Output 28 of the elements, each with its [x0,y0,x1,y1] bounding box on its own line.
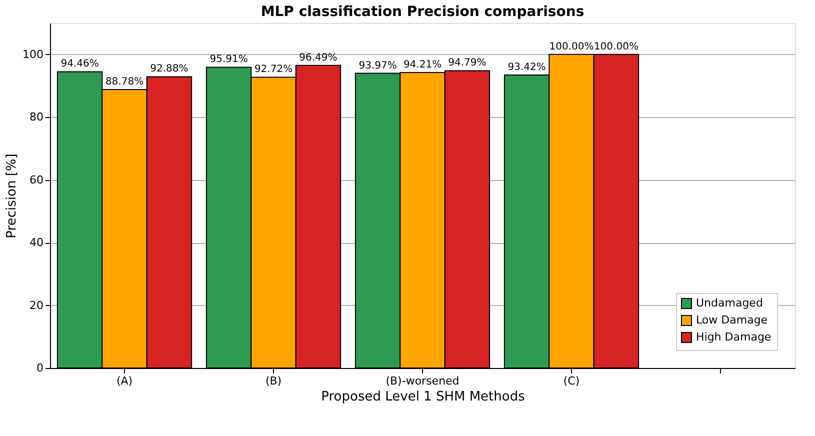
y-tick-label: 80 [30,110,44,124]
x-tick-label: (C) [563,374,580,388]
data-label: 92.72% [254,64,293,76]
x-tick-label: (B)-worsened [386,374,460,388]
y-tick-label: 40 [30,236,44,250]
data-label: 93.97% [358,60,397,72]
legend-label: Undamaged [696,296,763,310]
data-label: 88.78% [105,76,144,88]
x-axis-title: Proposed Level 1 SHM Methods [321,390,526,404]
x-tick-label: (A) [116,374,133,388]
data-label: 96.49% [299,52,338,64]
y-axis-title: Precision [%] [4,154,20,238]
legend-label: Low Damage [696,314,768,326]
chart-title: MLP classification Precision comparisons [260,4,584,20]
y-tick-label: 60 [30,173,44,186]
data-label: 100.00% [594,41,638,52]
y-tick-label: 0 [36,362,44,374]
y-tick-label: 100 [22,48,44,61]
x-tick-label: (B) [265,374,282,388]
data-label: 94.46% [60,58,99,70]
data-label: 93.42% [508,62,546,73]
legend-label: High Damage [696,330,772,344]
data-label: 94.79% [448,58,486,69]
data-label: 100.00% [549,41,594,52]
data-label: 92.88% [150,64,188,75]
y-tick-label: 20 [30,298,44,312]
data-label: 94.21% [403,60,442,71]
data-label: 95.91% [210,54,248,66]
